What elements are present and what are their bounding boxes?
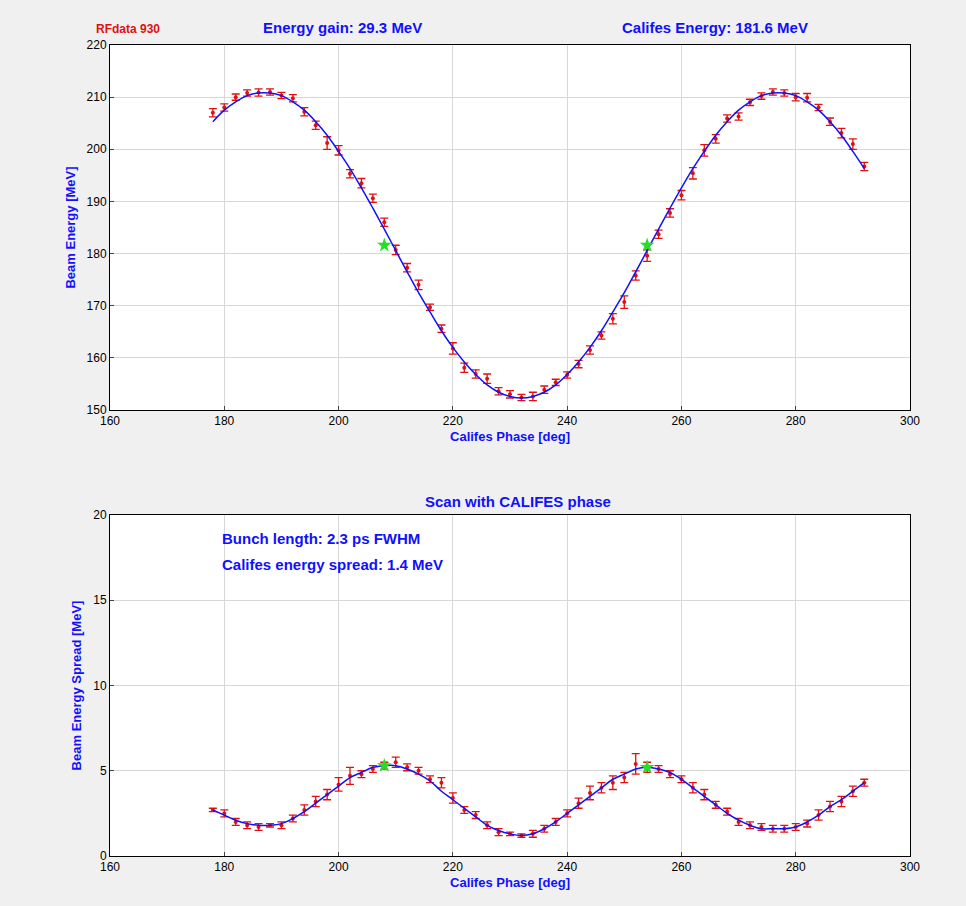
svg-text:RFdata 930: RFdata 930 <box>96 22 160 36</box>
svg-text:150: 150 <box>87 403 107 417</box>
svg-text:260: 260 <box>671 860 691 874</box>
svg-text:200: 200 <box>87 142 107 156</box>
svg-text:Califes Phase [deg]: Califes Phase [deg] <box>450 429 570 444</box>
svg-text:180: 180 <box>214 860 234 874</box>
svg-text:20: 20 <box>93 508 107 522</box>
svg-text:220: 220 <box>443 414 463 428</box>
svg-text:180: 180 <box>87 247 107 261</box>
svg-text:260: 260 <box>671 414 691 428</box>
svg-text:160: 160 <box>100 414 120 428</box>
svg-text:Beam Energy [MeV]: Beam Energy [MeV] <box>63 166 78 288</box>
svg-text:Scan with CALIFES phase: Scan with CALIFES phase <box>425 493 611 510</box>
svg-text:190: 190 <box>87 195 107 209</box>
svg-text:280: 280 <box>786 860 806 874</box>
svg-text:Beam Energy Spread [MeV]: Beam Energy Spread [MeV] <box>69 601 84 771</box>
svg-text:220: 220 <box>87 38 107 52</box>
svg-text:Califes Energy: 181.6 MeV: Califes Energy: 181.6 MeV <box>622 19 808 36</box>
svg-text:160: 160 <box>87 351 107 365</box>
svg-text:Califes Phase [deg]: Califes Phase [deg] <box>450 875 570 890</box>
svg-text:220: 220 <box>443 860 463 874</box>
svg-text:0: 0 <box>100 849 107 863</box>
svg-text:Califes energy spread: 1.4 MeV: Califes energy spread: 1.4 MeV <box>222 556 443 573</box>
svg-text:5: 5 <box>100 764 107 778</box>
svg-text:170: 170 <box>87 299 107 313</box>
svg-text:200: 200 <box>329 860 349 874</box>
svg-text:Bunch length: 2.3 ps FWHM: Bunch length: 2.3 ps FWHM <box>222 530 420 547</box>
svg-text:300: 300 <box>900 414 920 428</box>
svg-text:200: 200 <box>329 414 349 428</box>
svg-text:280: 280 <box>786 414 806 428</box>
svg-text:210: 210 <box>87 90 107 104</box>
svg-text:160: 160 <box>100 860 120 874</box>
svg-text:240: 240 <box>557 414 577 428</box>
svg-text:180: 180 <box>214 414 234 428</box>
svg-text:240: 240 <box>557 860 577 874</box>
svg-text:Energy gain: 29.3 MeV: Energy gain: 29.3 MeV <box>263 19 422 36</box>
svg-text:15: 15 <box>93 593 107 607</box>
svg-text:10: 10 <box>93 679 107 693</box>
svg-text:300: 300 <box>900 860 920 874</box>
